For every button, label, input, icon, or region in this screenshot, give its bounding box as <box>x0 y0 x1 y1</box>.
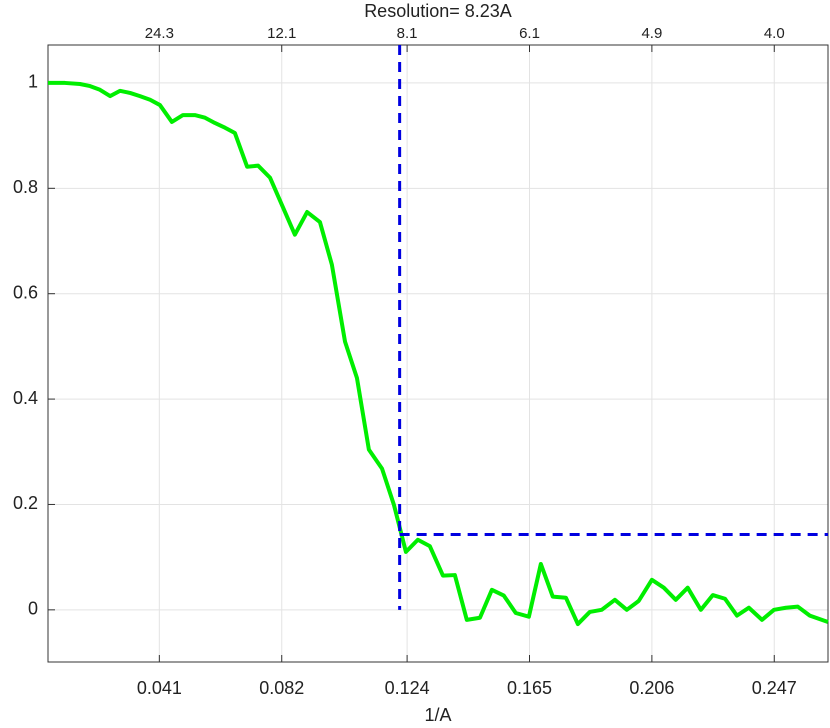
x-tick-label: 0.041 <box>137 678 182 698</box>
chart-title: Resolution= 8.23A <box>364 1 512 21</box>
y-tick-label: 0.6 <box>13 282 38 302</box>
x2-tick-label: 6.1 <box>519 25 540 42</box>
plot-frame <box>47 44 829 663</box>
x2-tick-label: 8.1 <box>397 25 418 42</box>
fsc-curve <box>48 80 829 627</box>
x-tick-label: 0.247 <box>752 678 797 698</box>
y-tick-label: 0.8 <box>13 177 38 197</box>
x2-tick-label: 4.9 <box>641 25 662 42</box>
x2-tick-label: 24.3 <box>145 25 174 42</box>
x-tick-label: 0.165 <box>507 678 552 698</box>
y-tick-label: 1 <box>28 72 38 92</box>
x-tick-label: 0.206 <box>629 678 674 698</box>
x-axis-label: 1/A <box>424 705 451 725</box>
y-tick-label: 0.4 <box>13 388 38 408</box>
y-tick-label: 0.2 <box>13 493 38 513</box>
x2-tick-label: 4.0 <box>764 25 785 42</box>
y-tick-label: 0 <box>28 599 38 619</box>
x-tick-label: 0.082 <box>259 678 304 698</box>
x2-tick-label: 12.1 <box>267 25 296 42</box>
x-tick-label: 0.124 <box>385 678 430 698</box>
